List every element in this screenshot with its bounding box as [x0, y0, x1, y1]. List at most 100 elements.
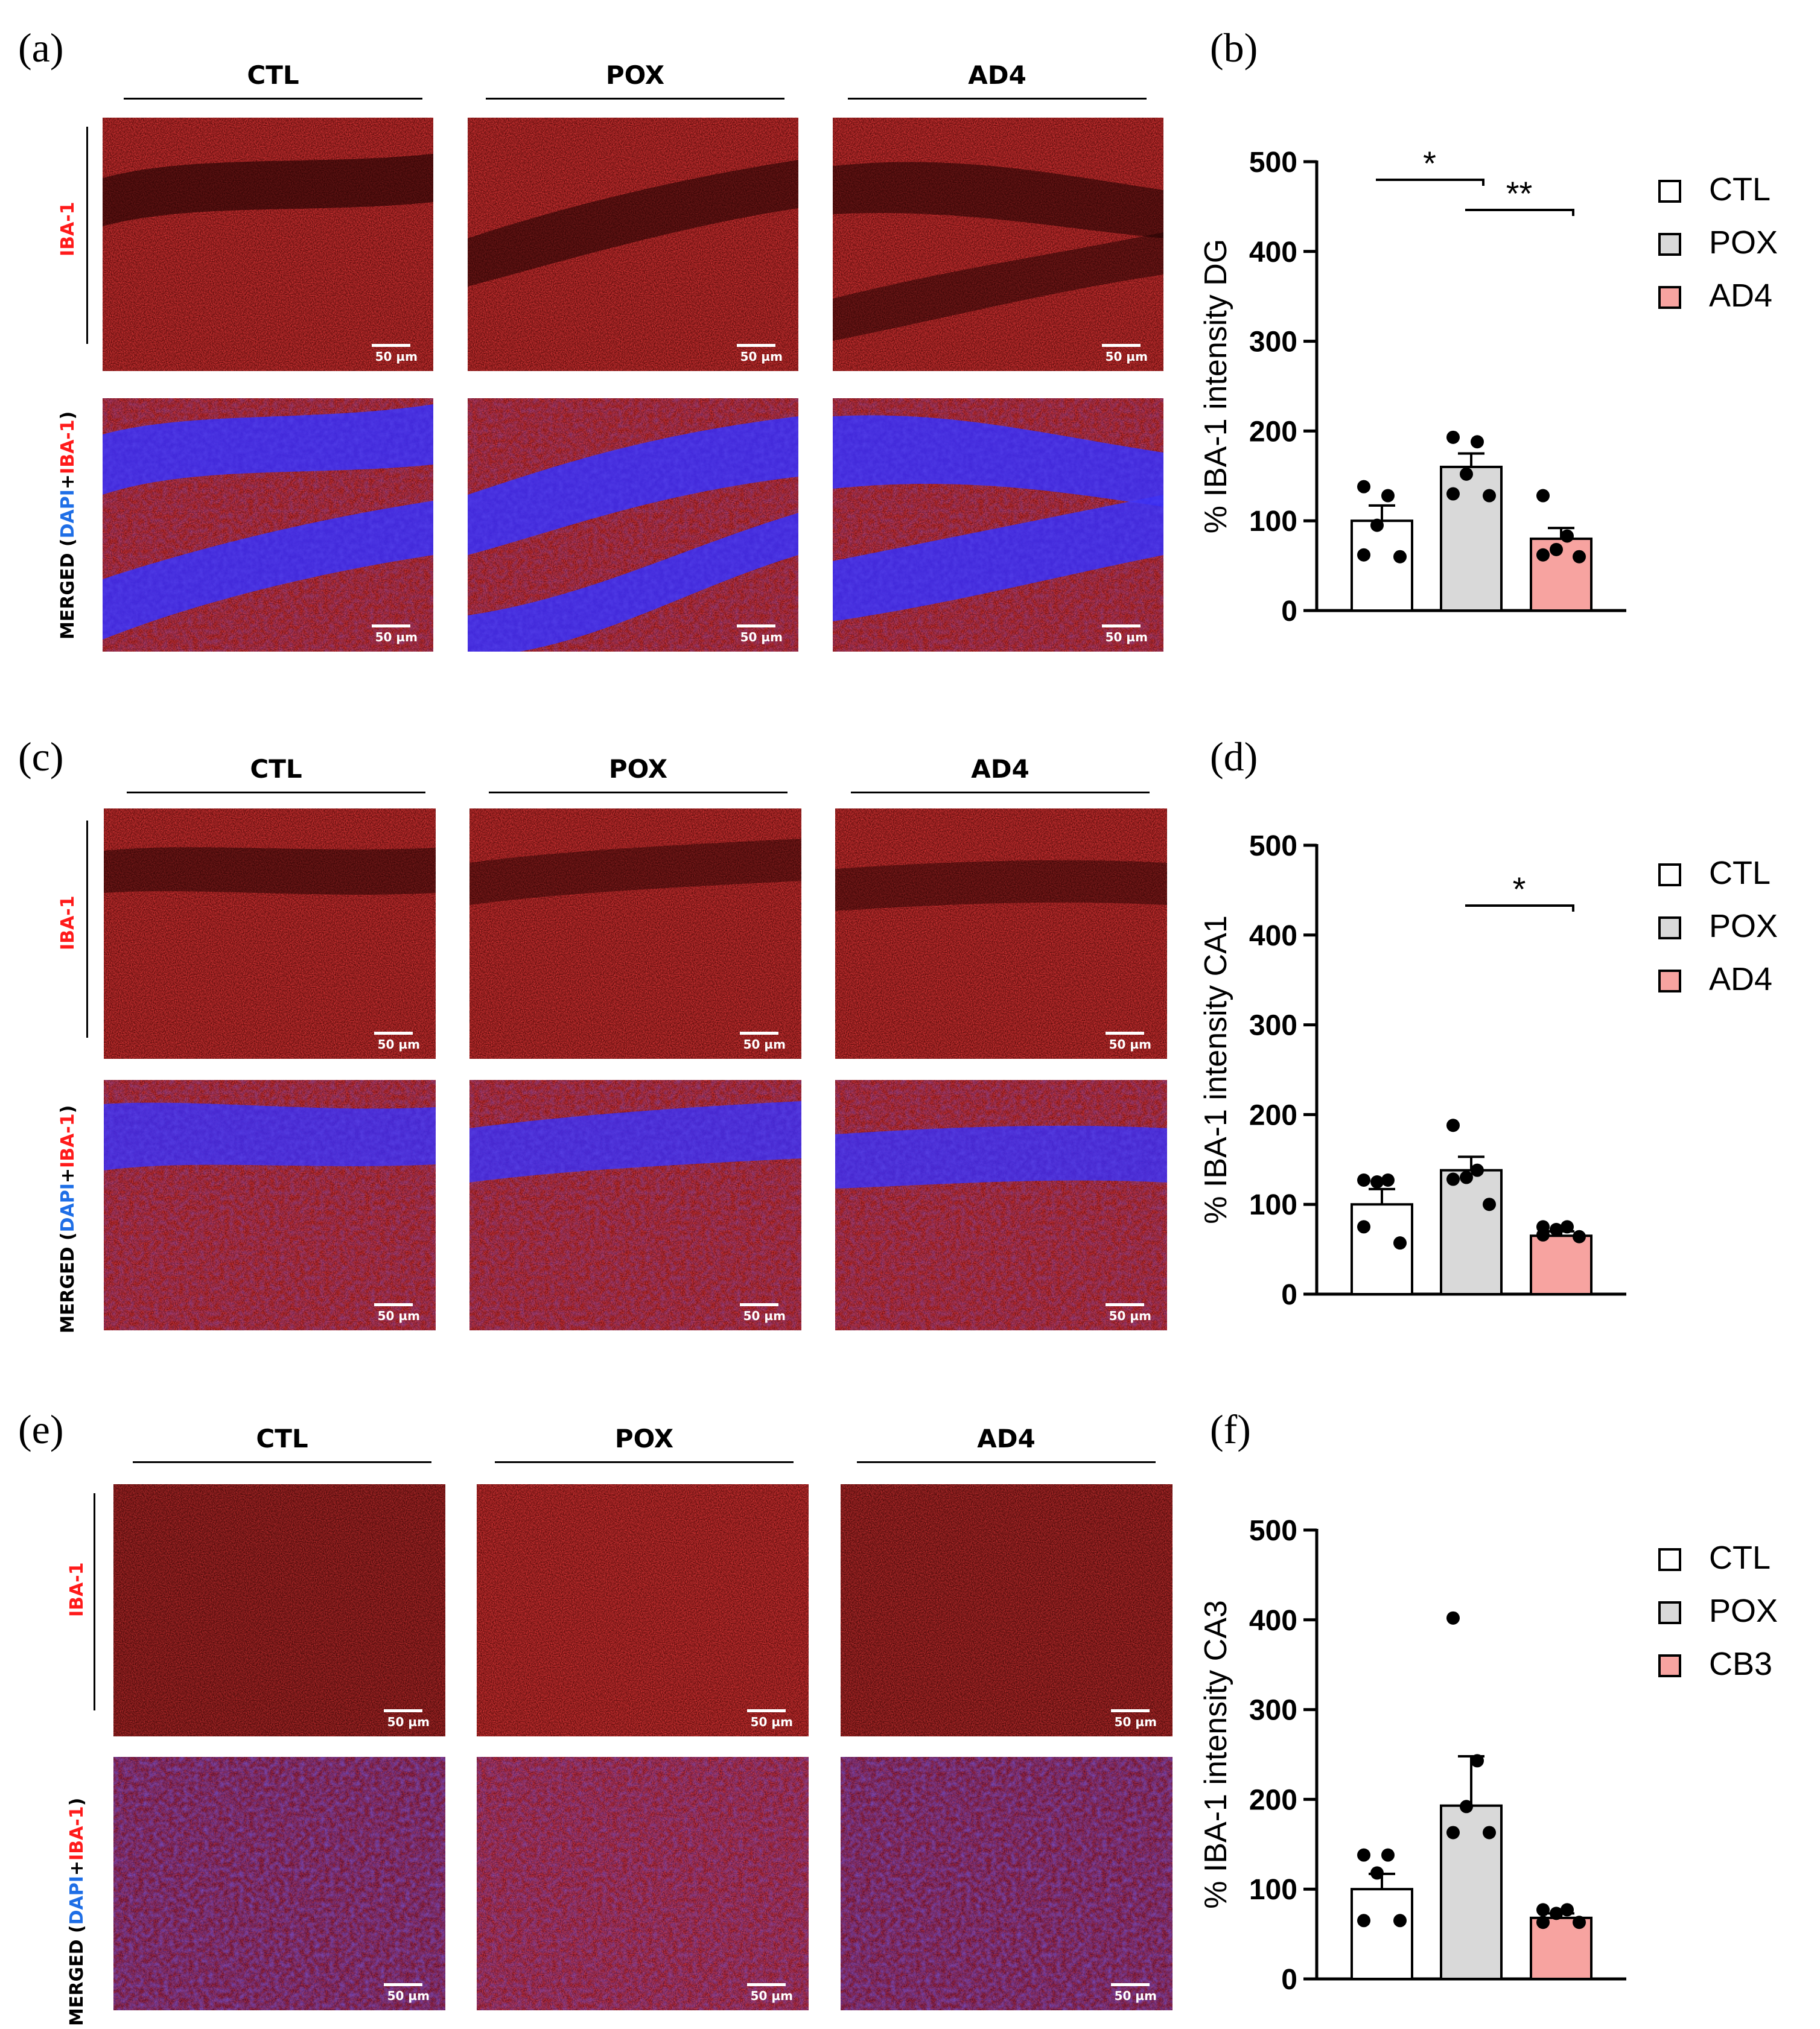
significance-label: **	[1506, 174, 1533, 212]
microscopy-block-e: CTL POX AD4 IBA-1 MERGED (DAPI+IBA-1) 50…	[0, 1388, 1183, 2029]
group-underline	[133, 1461, 431, 1463]
data-point	[1393, 1914, 1407, 1928]
y-tick-label: 0	[1281, 595, 1297, 627]
data-point	[1483, 1826, 1496, 1840]
row-label-iba1: IBA-1	[66, 1562, 88, 1617]
micrograph-merged-ctl: 50 µm	[103, 398, 433, 652]
data-point	[1370, 518, 1384, 532]
data-point	[1446, 487, 1460, 501]
panel-letter-a: (a)	[18, 25, 64, 71]
scale-bar-label: 50 µm	[1105, 349, 1148, 364]
legend-swatch	[1658, 180, 1681, 203]
y-axis-label: % IBA-1 intensity CA1	[1198, 915, 1233, 1224]
microscopy-block-a: CTL POX AD4 IBA-1 MERGED (DAPI+IBA-1) 50…	[0, 0, 1183, 664]
significance-label: *	[1513, 870, 1526, 908]
data-point	[1536, 489, 1550, 503]
panel-letter-b: (b)	[1210, 25, 1258, 71]
data-point	[1483, 489, 1496, 503]
legend-label-pox: POX	[1709, 908, 1778, 944]
row-label-merged: MERGED (DAPI+IBA-1)	[57, 1105, 78, 1333]
legend-label-pox: POX	[1709, 224, 1778, 261]
data-point	[1573, 550, 1586, 564]
scale-bar-label: 50 µm	[740, 630, 783, 644]
group-underline	[486, 98, 784, 100]
data-point	[1536, 1916, 1550, 1929]
data-point	[1357, 480, 1370, 494]
y-tick-label: 500	[1249, 830, 1297, 862]
scale-bar-label: 50 µm	[375, 349, 418, 364]
data-point	[1471, 1163, 1484, 1177]
data-point	[1561, 529, 1574, 543]
micrograph-merged-ad4: 50 µm	[833, 398, 1163, 652]
data-point	[1536, 548, 1550, 562]
group-underline	[495, 1461, 794, 1463]
y-axis-label: % IBA-1 intensity DG	[1198, 239, 1233, 533]
micrograph-iba1-pox: 50 µm	[468, 118, 798, 371]
bar-ctl	[1351, 1888, 1413, 1981]
scale-bar-label: 50 µm	[375, 630, 418, 644]
panel-letter-e: (e)	[18, 1406, 64, 1452]
significance-bracket	[1465, 904, 1574, 912]
group-label-pox: POX	[614, 1424, 674, 1453]
group-label-ad4: AD4	[977, 1424, 1036, 1453]
scale-bar-label: 50 µm	[1109, 1309, 1151, 1323]
legend-swatch	[1658, 1601, 1681, 1624]
y-tick-label: 500	[1249, 1515, 1297, 1547]
row-label-iba1: IBA-1	[57, 202, 78, 256]
legend-swatch	[1658, 286, 1681, 309]
data-point	[1471, 1754, 1484, 1768]
data-point	[1573, 1916, 1586, 1929]
data-point	[1357, 1914, 1370, 1928]
y-tick-label: 0	[1281, 1279, 1297, 1311]
data-point	[1536, 1903, 1550, 1917]
scale-bar-label: 50 µm	[743, 1037, 786, 1052]
data-point	[1460, 1800, 1473, 1814]
panel-letter-c: (c)	[18, 734, 64, 780]
scale-bar-label: 50 µm	[1114, 1715, 1157, 1729]
legend-swatch	[1658, 970, 1681, 992]
micrograph-iba1-ad4: 50 µm	[833, 118, 1163, 371]
micrograph-merged-ctl: 50 µm	[104, 1080, 436, 1330]
data-point	[1357, 548, 1370, 562]
micrograph-merged-pox: 50 µm	[469, 1080, 801, 1330]
bar-ctl	[1351, 519, 1413, 612]
scale-bar-label: 50 µm	[387, 1989, 430, 2003]
data-point	[1381, 489, 1395, 503]
micrograph-iba1-ad4: 50 µm	[835, 808, 1167, 1059]
y-tick-label: 500	[1249, 147, 1297, 179]
y-tick-label: 400	[1249, 237, 1297, 268]
bar-pox	[1440, 1169, 1503, 1295]
significance-bracket	[1465, 209, 1574, 216]
significance-bracket	[1376, 179, 1484, 186]
row-label-merged: MERGED (DAPI+IBA-1)	[57, 411, 78, 640]
y-tick-label: 0	[1281, 1964, 1297, 1996]
data-point	[1393, 550, 1407, 564]
micrograph-iba1-pox: 50 µm	[477, 1484, 809, 1736]
data-point	[1357, 1220, 1370, 1234]
data-point	[1471, 435, 1484, 449]
row-label-merged: MERGED (DAPI+IBA-1)	[66, 1797, 88, 2026]
y-axis-label: % IBA-1 intensity CA3	[1198, 1600, 1233, 1909]
scale-bar-label: 50 µm	[377, 1037, 420, 1052]
y-tick-label: 200	[1249, 1784, 1297, 1816]
y-tick-label: 100	[1249, 1189, 1297, 1221]
group-label-pox: POX	[605, 60, 665, 90]
scale-bar-label: 50 µm	[740, 349, 783, 364]
data-point	[1460, 467, 1473, 481]
group-underline	[851, 792, 1150, 793]
scale-bar-label: 50 µm	[750, 1989, 793, 2003]
data-point	[1550, 1907, 1563, 1920]
panel-letter-d: (d)	[1210, 734, 1258, 780]
y-tick-label: 100	[1249, 506, 1297, 538]
group-underline	[489, 792, 788, 793]
group-label-pox: POX	[608, 754, 668, 784]
row-divider	[86, 821, 88, 1038]
micrograph-merged-pox: 50 µm	[468, 398, 798, 652]
data-point	[1446, 1826, 1460, 1840]
legend-swatch	[1658, 233, 1681, 256]
legend-swatch	[1658, 916, 1681, 939]
legend-label-ad4: AD4	[1709, 961, 1772, 997]
y-tick-label: 200	[1249, 416, 1297, 448]
y-tick-label: 100	[1249, 1874, 1297, 1906]
